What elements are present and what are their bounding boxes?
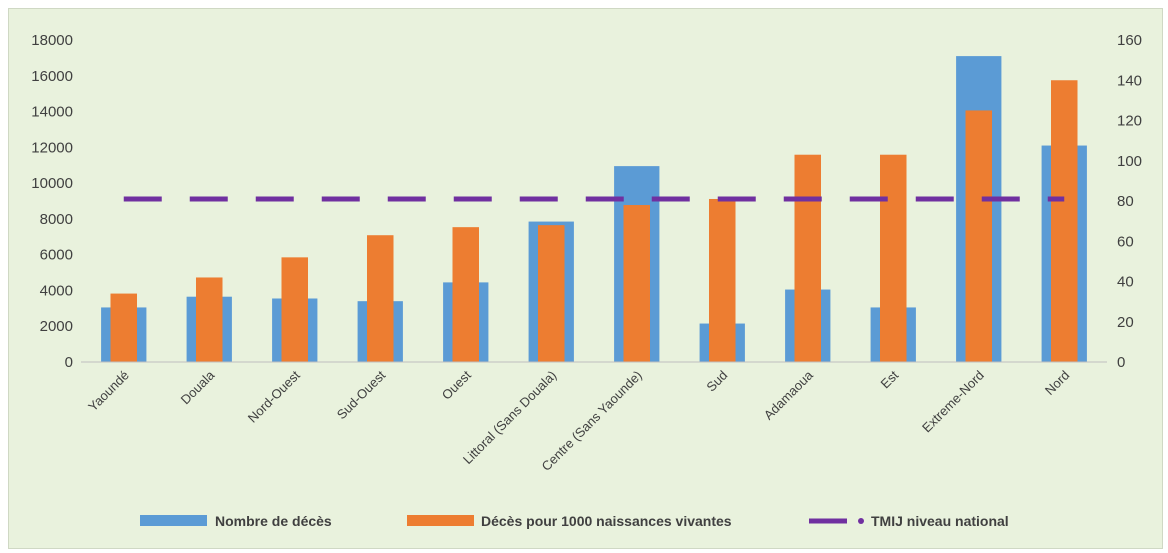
rate-bar [965,110,993,362]
rate-bar [195,277,223,362]
y-right-tick-label: 80 [1117,193,1134,210]
y-right-tick-label: 60 [1117,233,1134,250]
legend-swatch-national-dot [858,518,864,524]
y-left-tick-label: 18000 [31,32,73,49]
category-label: Nord-Ouest [245,367,303,425]
y-left-tick-label: 0 [65,354,73,371]
category-label: Sud [703,368,730,395]
chart-svg: 0 2000 4000 6000 8000 10000 12000 14000 16000 180… [31,32,1142,529]
category-label: Centre (Sans Yaounde) [539,368,645,474]
y-left-tick-label: 16000 [31,68,73,85]
y-right-tick-label: 160 [1117,32,1142,49]
rate-bar [794,154,822,362]
y-right-tick-label: 0 [1117,354,1125,371]
rate-bar [879,154,907,362]
category-label: Adamaoua [761,367,817,423]
y-left-tick-label: 12000 [31,139,73,156]
y-left-tick-label: 14000 [31,104,73,121]
y-right-tick-label: 140 [1117,72,1142,89]
category-label: Sud-Ouest [334,367,389,422]
rate-bar [452,227,480,362]
y-right-tick-label: 120 [1117,113,1142,130]
rate-bar [110,293,138,362]
y-left-tick-label: 8000 [40,211,73,228]
category-label: Ouest [439,367,474,402]
y-right-tick-label: 40 [1117,274,1134,291]
y-left-tick-label: 4000 [40,282,73,299]
category-label: Extreme-Nord [919,368,987,436]
rate-bar [1050,80,1078,362]
rate-bar [281,257,309,362]
legend-label-deaths: Nombre de décès [215,513,332,529]
y-left-tick-label: 6000 [40,247,73,264]
category-label: Yaoundé [85,368,132,415]
legend-swatch-deaths [140,515,207,526]
legend-label-rate: Décès pour 1000 naissances vivantes [481,513,732,529]
chart-frame: 0 2000 4000 6000 8000 10000 12000 14000 16000 180… [8,8,1163,549]
category-label: Est [877,367,901,391]
category-label: Nord [1042,368,1073,399]
rate-bar [623,205,651,362]
rate-bar [708,198,736,362]
category-label: Douala [178,367,218,407]
rate-bar [537,225,565,362]
rate-bar [366,235,394,362]
legend-swatch-rate [407,515,474,526]
category-label: Littoral (Sans Douala) [460,368,560,468]
y-left-tick-label: 10000 [31,175,73,192]
y-left-tick-label: 2000 [40,318,73,335]
y-right-tick-label: 20 [1117,314,1134,331]
legend-label-national: TMIJ niveau national [871,513,1009,529]
y-right-tick-label: 100 [1117,153,1142,170]
